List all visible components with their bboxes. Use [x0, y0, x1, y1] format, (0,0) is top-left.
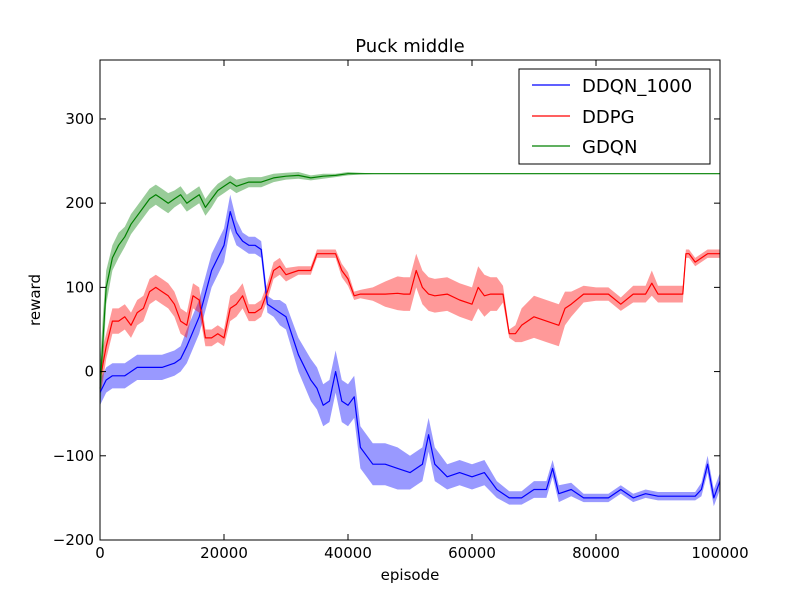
y-tick-label: 300 — [65, 110, 94, 128]
y-axis-label: reward — [26, 274, 44, 326]
y-tick-label: 200 — [65, 194, 94, 212]
legend: DDQN_1000 DDPG GDQN — [518, 68, 711, 165]
y-tick-label: 0 — [84, 363, 94, 381]
chart-title: Puck middle — [355, 36, 464, 57]
series-lines — [99, 173, 721, 499]
y-tick-label: −200 — [53, 531, 94, 549]
plot-frame — [99, 59, 721, 541]
x-tick-label: 20000 — [200, 544, 248, 562]
x-tick-label: 100000 — [691, 544, 748, 562]
legend-label-ddqn: DDQN_1000 — [582, 76, 692, 97]
x-tick-label: 0 — [95, 544, 105, 562]
band-ddpg — [100, 249, 720, 397]
confidence-bands — [100, 172, 720, 507]
legend-label-gdqn: GDQN — [582, 137, 637, 158]
x-axis-label: episode — [381, 566, 440, 584]
x-tick-label: 40000 — [324, 544, 372, 562]
y-tick-label: −100 — [53, 447, 94, 465]
band-gdqn — [100, 172, 720, 414]
x-axis-ticks: 0 20000 40000 60000 80000 100000 — [95, 60, 749, 562]
y-tick-label: 100 — [65, 278, 94, 296]
series-line-gdqn — [99, 173, 720, 389]
x-tick-label: 80000 — [572, 544, 620, 562]
legend-label-ddpg: DDPG — [582, 107, 635, 128]
series-line-ddpg — [99, 253, 720, 381]
x-tick-label: 60000 — [448, 544, 496, 562]
y-axis-ticks: −200 −100 0 100 200 300 — [53, 110, 720, 549]
series-line-ddqn-1000 — [99, 211, 721, 499]
